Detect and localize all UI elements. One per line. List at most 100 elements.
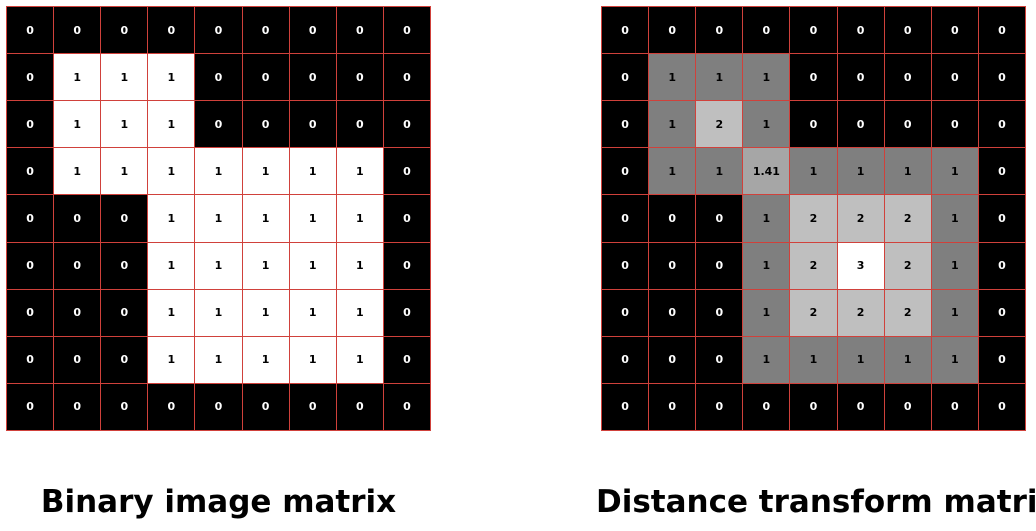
matrix-cell: 3 xyxy=(837,242,884,289)
matrix-cell: 2 xyxy=(790,242,837,289)
matrix-cell: 1 xyxy=(884,336,931,383)
matrix-cell: 0 xyxy=(837,54,884,101)
matrix-cell: 0 xyxy=(602,336,649,383)
matrix-cell: 2 xyxy=(790,195,837,242)
matrix-cell: 1 xyxy=(289,242,336,289)
matrix-cell: 1 xyxy=(790,148,837,195)
matrix-cell: 1 xyxy=(837,148,884,195)
matrix-cell: 0 xyxy=(978,54,1025,101)
matrix-cell: 0 xyxy=(931,7,978,54)
matrix-cell: 1 xyxy=(148,195,195,242)
matrix-cell: 0 xyxy=(931,101,978,148)
matrix-cell: 0 xyxy=(978,195,1025,242)
matrix-cell: 0 xyxy=(931,383,978,430)
matrix-cell: 0 xyxy=(383,383,430,430)
matrix-cell: 2 xyxy=(884,242,931,289)
matrix-cell: 1 xyxy=(649,101,696,148)
matrix-cell: 1 xyxy=(931,148,978,195)
matrix-cell: 0 xyxy=(101,289,148,336)
matrix-cell: 0 xyxy=(978,289,1025,336)
matrix-cell: 0 xyxy=(7,242,54,289)
matrix-cell: 0 xyxy=(383,148,430,195)
matrix-cell: 0 xyxy=(336,7,383,54)
matrix-cell: 0 xyxy=(790,54,837,101)
matrix-cell: 0 xyxy=(242,7,289,54)
matrix-cell: 0 xyxy=(696,7,743,54)
binary-matrix-caption: Binary image matrix xyxy=(40,484,397,520)
matrix-cell: 1 xyxy=(195,148,242,195)
matrix-cell: 0 xyxy=(383,336,430,383)
matrix-cell: 0 xyxy=(242,54,289,101)
matrix-cell: 0 xyxy=(54,289,101,336)
matrix-cell: 0 xyxy=(383,7,430,54)
matrix-cell: 0 xyxy=(978,7,1025,54)
matrix-cell: 0 xyxy=(743,7,790,54)
matrix-cell: 0 xyxy=(978,242,1025,289)
matrix-cell: 0 xyxy=(148,7,195,54)
matrix-cell: 0 xyxy=(837,7,884,54)
matrix-cell: 0 xyxy=(649,336,696,383)
matrix-cell: 1 xyxy=(148,289,195,336)
matrix-cell: 0 xyxy=(336,383,383,430)
matrix-cell: 0 xyxy=(696,383,743,430)
matrix-cell: 1 xyxy=(148,101,195,148)
matrix-cell: 0 xyxy=(54,242,101,289)
matrix-cell: 0 xyxy=(602,383,649,430)
matrix-cell: 1 xyxy=(101,101,148,148)
matrix-cell: 0 xyxy=(101,336,148,383)
matrix-cell: 1 xyxy=(931,242,978,289)
matrix-cell: 0 xyxy=(101,7,148,54)
matrix-cell: 0 xyxy=(101,383,148,430)
matrix-cell: 0 xyxy=(101,242,148,289)
matrix-cell: 0 xyxy=(289,54,336,101)
matrix-cell: 2 xyxy=(696,101,743,148)
matrix-cell: 1 xyxy=(931,195,978,242)
matrix-cell: 0 xyxy=(242,101,289,148)
matrix-cell: 0 xyxy=(195,101,242,148)
matrix-cell: 1 xyxy=(743,54,790,101)
matrix-cell: 0 xyxy=(602,148,649,195)
matrix-cell: 1 xyxy=(242,336,289,383)
matrix-cell: 0 xyxy=(7,383,54,430)
matrix-cell: 0 xyxy=(7,289,54,336)
matrix-cell: 0 xyxy=(602,289,649,336)
matrix-cell: 1 xyxy=(289,148,336,195)
matrix-cell: 1 xyxy=(195,195,242,242)
matrix-cell: 1 xyxy=(195,336,242,383)
distance-matrix-caption: Distance transform matrix xyxy=(596,484,1036,520)
matrix-cell: 0 xyxy=(195,7,242,54)
matrix-cell: 1 xyxy=(743,101,790,148)
matrix-cell: 0 xyxy=(743,383,790,430)
distance-transform-matrix: 0 0 0 0 0 0 0 0 0 0 1 1 1 0 0 0 0 0 0 1 2 1 0 0 0 0 0 0 1 1 1.41 1 1 1 1 0 0… xyxy=(601,6,1026,431)
matrix-cell: 1 xyxy=(289,289,336,336)
matrix-cell: 2 xyxy=(884,289,931,336)
matrix-cell: 0 xyxy=(7,54,54,101)
matrix-cell: 0 xyxy=(602,195,649,242)
matrix-cell: 0 xyxy=(336,101,383,148)
matrix-cell: 0 xyxy=(242,383,289,430)
matrix-cell: 1 xyxy=(336,289,383,336)
matrix-cell: 0 xyxy=(289,7,336,54)
matrix-cell: 0 xyxy=(884,7,931,54)
matrix-cell: 0 xyxy=(696,336,743,383)
matrix-cell: 0 xyxy=(931,54,978,101)
matrix-cell: 1 xyxy=(336,195,383,242)
matrix-cell: 1 xyxy=(743,336,790,383)
matrix-cell: 0 xyxy=(649,242,696,289)
matrix-cell: 0 xyxy=(649,195,696,242)
matrix-cell: 1 xyxy=(743,289,790,336)
matrix-cell: 1 xyxy=(743,242,790,289)
matrix-cell: 1 xyxy=(336,336,383,383)
matrix-cell: 0 xyxy=(602,7,649,54)
matrix-cell: 1 xyxy=(242,195,289,242)
matrix-cell: 0 xyxy=(148,383,195,430)
matrix-cell: 0 xyxy=(195,383,242,430)
matrix-cell: 0 xyxy=(790,7,837,54)
matrix-cell: 1 xyxy=(54,101,101,148)
matrix-cell: 0 xyxy=(383,242,430,289)
matrix-cell: 0 xyxy=(790,383,837,430)
matrix-cell: 1 xyxy=(54,148,101,195)
matrix-cell: 1 xyxy=(837,336,884,383)
matrix-cell: 2 xyxy=(837,289,884,336)
